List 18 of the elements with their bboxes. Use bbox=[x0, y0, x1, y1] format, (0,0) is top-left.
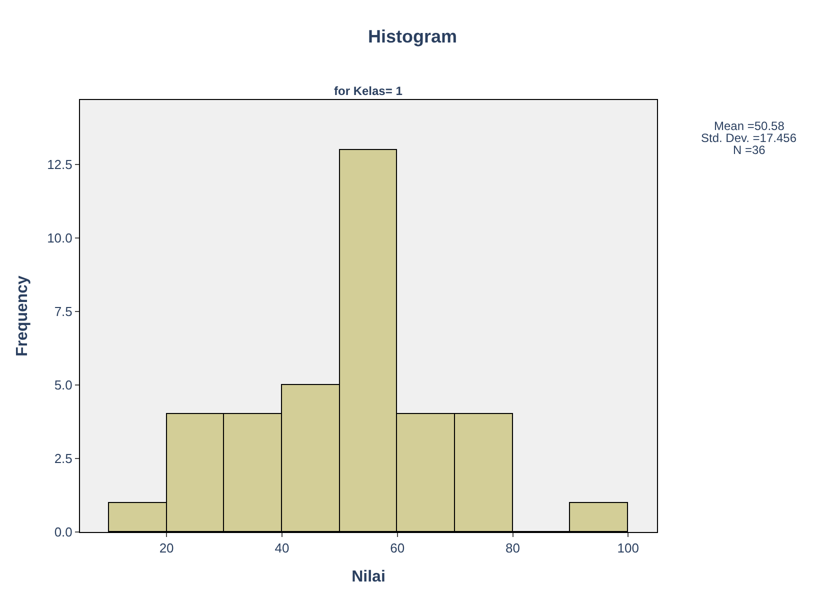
text: Std. Dev. =17.456 bbox=[701, 131, 797, 145]
x-tick-label: 60 bbox=[390, 540, 405, 556]
y-tick-label: 0.0 bbox=[54, 524, 72, 540]
y-tick-label: 5.0 bbox=[54, 378, 72, 393]
y-tick-label: 10.0 bbox=[47, 230, 72, 246]
text: N =36 bbox=[733, 143, 766, 157]
x-tick-label: 100 bbox=[617, 540, 639, 556]
x-tick-label: 80 bbox=[506, 540, 520, 556]
x-tick-label: 40 bbox=[274, 540, 290, 556]
y-tick-label: 12.5 bbox=[47, 157, 72, 172]
y-axis-title: Frequency bbox=[14, 275, 31, 356]
y-tick-label: 7.5 bbox=[54, 304, 72, 320]
x-axis-title: Nilai bbox=[352, 568, 386, 586]
chart-subtitle: for Kelas= 1 bbox=[334, 84, 403, 98]
x-tick-label: 20 bbox=[159, 540, 174, 556]
chart-title: Histogram bbox=[368, 26, 458, 46]
text: Mean =50.58 bbox=[714, 119, 785, 133]
y-tick-label: 2.5 bbox=[54, 451, 72, 466]
